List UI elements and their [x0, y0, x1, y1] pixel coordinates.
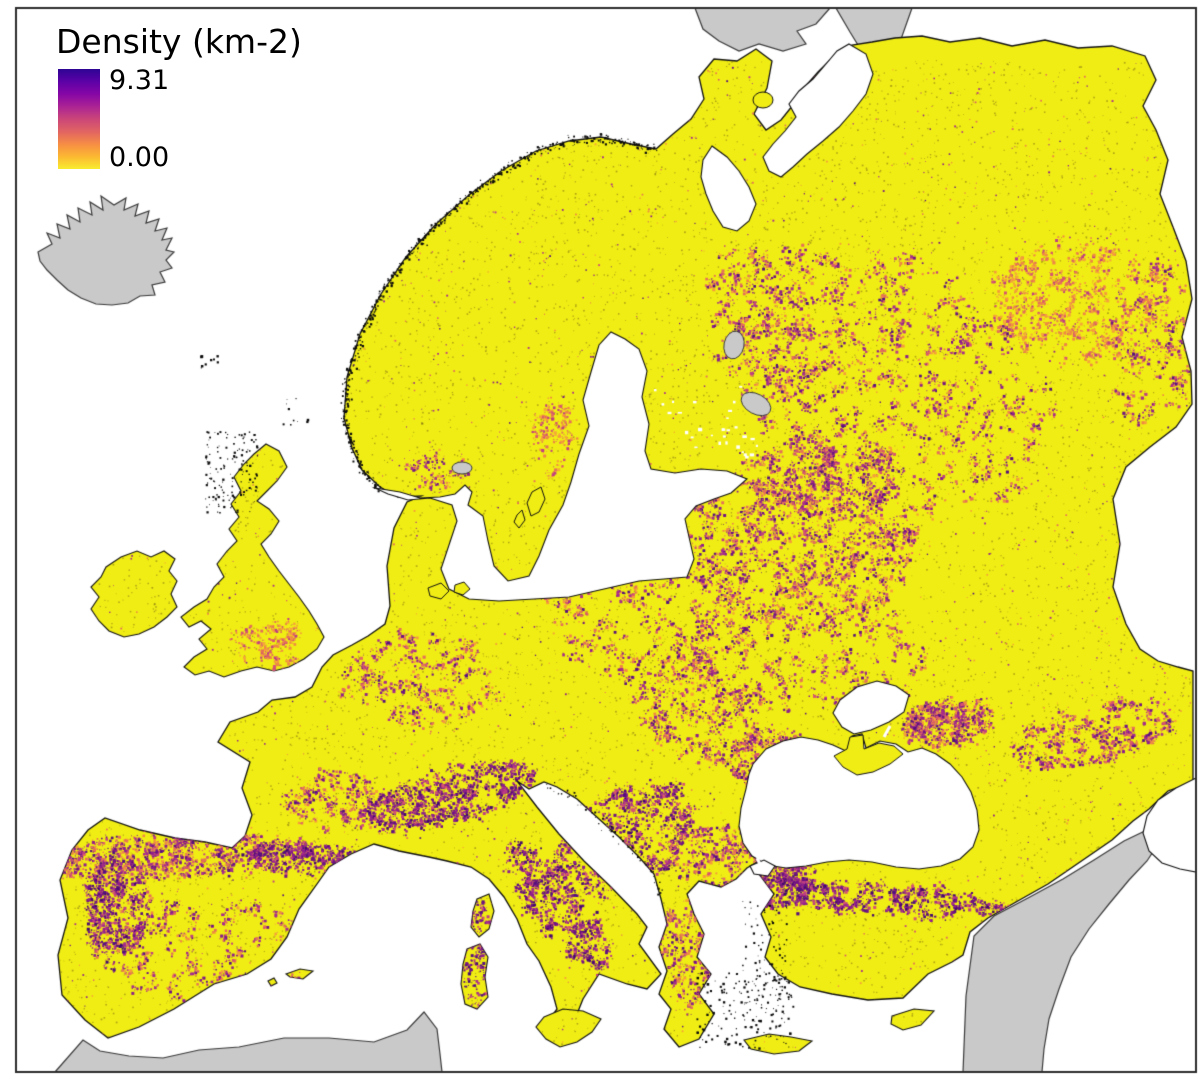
- legend-tick-labels: 9.31 0.00: [109, 67, 169, 171]
- legend-max-label: 9.31: [109, 65, 170, 96]
- legend-body: 9.31 0.00: [58, 67, 302, 173]
- legend-colorbar: [58, 69, 100, 169]
- legend-title: Density (km-2): [56, 22, 302, 61]
- legend: Density (km-2) 9.31 0.00: [56, 22, 302, 173]
- legend-min-label: 0.00: [109, 142, 170, 173]
